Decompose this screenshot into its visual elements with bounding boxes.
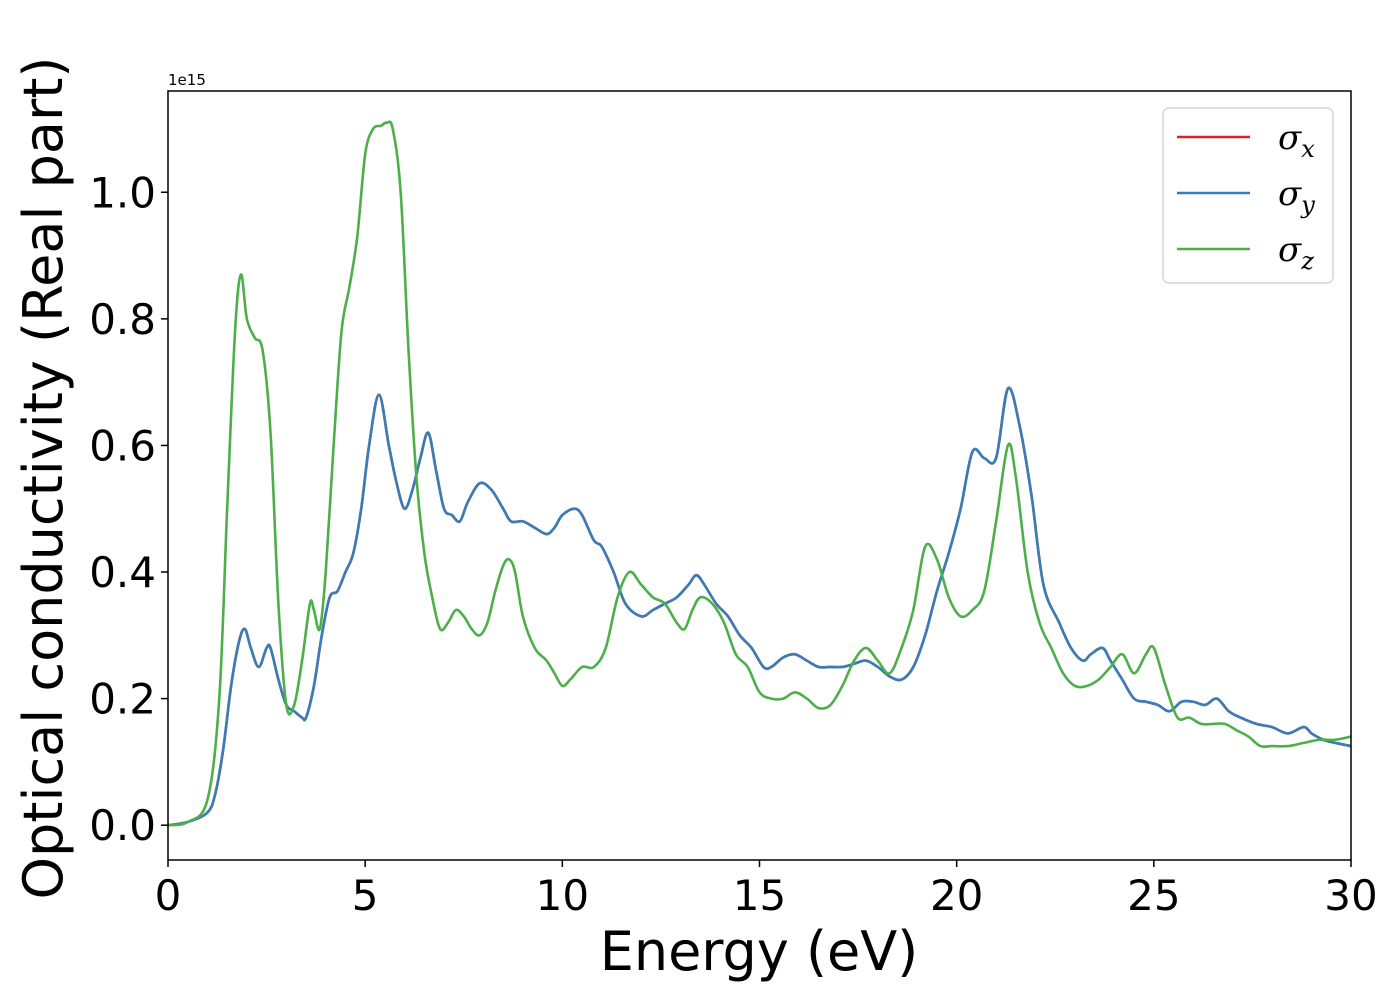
- x-axis-label: Energy (eV): [600, 920, 919, 983]
- x-tick-label: 5: [352, 871, 379, 920]
- series-layer: [168, 120, 1351, 827]
- y-tick-label: 0.0: [89, 801, 156, 850]
- y-tick-label: 0.8: [89, 295, 156, 344]
- y-tick-label: 1.0: [89, 168, 156, 217]
- series-group: [168, 120, 1351, 827]
- legend-label-sigma-y: σy: [1278, 174, 1315, 219]
- x-tick-label: 0: [155, 871, 182, 920]
- y-tick-label: 0.6: [89, 421, 156, 470]
- y-multiplier-label: 1e15: [168, 71, 206, 89]
- legend-items: σx σy σz: [1177, 118, 1315, 275]
- x-tick-label: 30: [1324, 871, 1377, 920]
- x-tick-label: 25: [1127, 871, 1180, 920]
- x-tick-label: 10: [536, 871, 589, 920]
- y-tick-label: 0.2: [89, 675, 156, 724]
- y-axis-label: Optical conductivity (Real part): [12, 57, 75, 900]
- x-tick-label: 20: [930, 871, 983, 920]
- y-axis-ticks: 0.0 0.2 0.4 0.6 0.8 1.0: [89, 168, 168, 850]
- x-axis-ticks: 0 5 10 15 20 25 30: [155, 860, 1378, 920]
- legend: σx σy σz: [1162, 107, 1334, 284]
- legend-box: [1162, 107, 1334, 284]
- legend-label-sigma-x: σx: [1278, 118, 1315, 163]
- series-line-sigma-z: [168, 120, 1351, 827]
- y-tick-label: 0.4: [89, 548, 156, 597]
- x-tick-label: 15: [733, 871, 786, 920]
- legend-label-sigma-z: σz: [1278, 230, 1314, 275]
